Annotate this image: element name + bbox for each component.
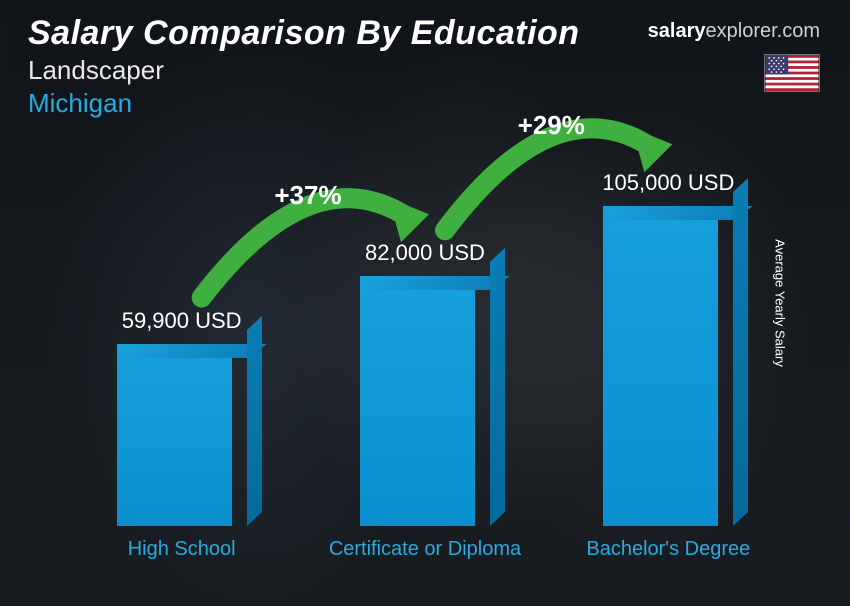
increase-arrow: +29% (60, 130, 790, 526)
usa-flag-icon (764, 54, 820, 92)
y-axis-label: Average Yearly Salary (773, 239, 788, 367)
bar-label: High School (82, 531, 282, 586)
chart-subtitle: Landscaper (28, 55, 822, 86)
brand-logo: salaryexplorer.com (648, 20, 820, 43)
chart-location: Michigan (28, 88, 822, 119)
bar-label: Certificate or Diploma (325, 531, 525, 586)
brand-suffix: .com (777, 20, 820, 42)
bar-label: Bachelor's Degree (568, 531, 768, 586)
bar-chart: 59,900 USD 82,000 USD 105,000 USD High S… (60, 130, 790, 586)
labels-container: High School Certificate or Diploma Bachelo… (60, 531, 790, 586)
brand-bold: salary (648, 20, 706, 42)
brand-light: explorer (706, 20, 777, 42)
